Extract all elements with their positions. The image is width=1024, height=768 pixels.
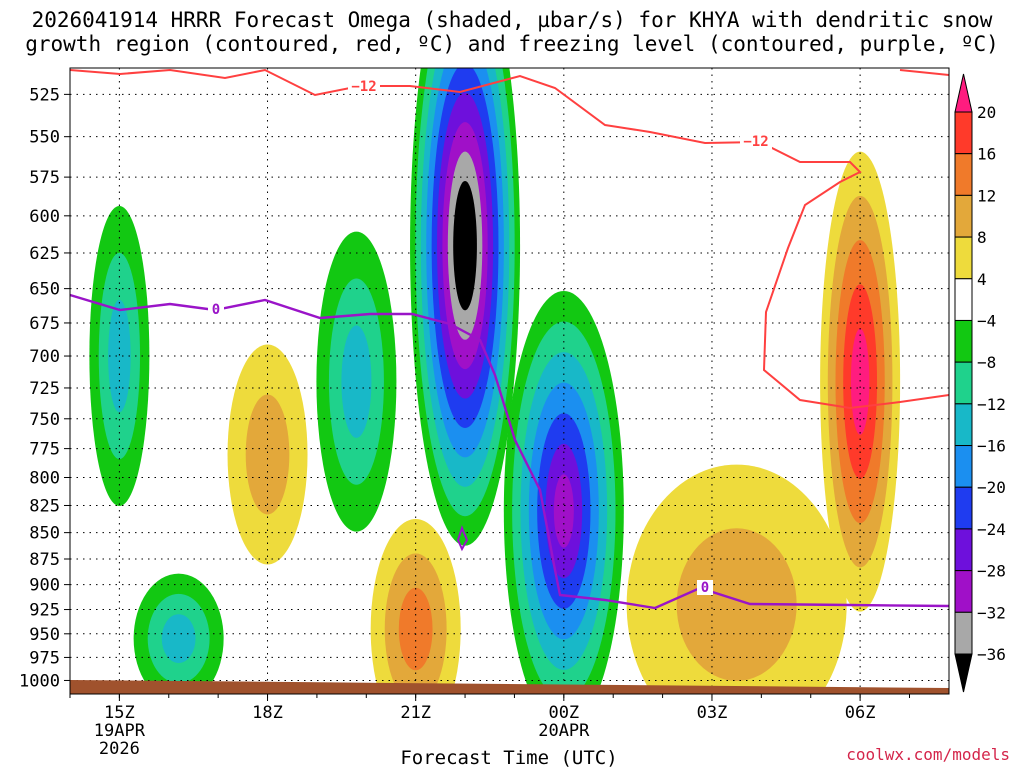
- x-tick-sublabel: 20APR: [538, 721, 590, 741]
- dgz-label-2: −12: [743, 134, 768, 150]
- y-tick-label: 800: [29, 468, 60, 488]
- x-tick-label: 18Z: [252, 703, 283, 723]
- credit-text: coolwx.com/models: [846, 745, 1010, 764]
- colorbar-segment: [954, 653, 973, 693]
- colorbar-segment: [954, 528, 973, 572]
- y-tick-label: 775: [29, 440, 60, 460]
- freezing-level-line: [70, 293, 949, 610]
- colorbar-label: 12: [977, 186, 996, 205]
- omega-region-4: [316, 231, 397, 532]
- x-tick-label: 21Z: [400, 703, 431, 723]
- y-tick-label: 925: [29, 601, 60, 621]
- colorbar-label: 8: [977, 228, 987, 247]
- colorbar-label: −12: [977, 395, 1006, 414]
- colorbar-segment: [954, 361, 973, 405]
- colorbar-label: 16: [977, 145, 996, 164]
- title-line-2: growth region (contoured, red, ºC) and f…: [25, 32, 999, 56]
- chart-title: 2026041914 HRRR Forecast Omega (shaded, …: [0, 8, 1024, 56]
- colorbar-segment: [954, 111, 973, 155]
- x-tick-label: 15Z: [104, 703, 135, 723]
- x-tick-label: 06Z: [845, 703, 876, 723]
- colorbar-label: −20: [977, 478, 1006, 497]
- colorbar-label: 20: [977, 103, 996, 122]
- y-tick-label: 600: [29, 207, 60, 227]
- colorbar-segment: [954, 194, 973, 238]
- omega-band: [108, 299, 131, 413]
- y-tick-label: 875: [29, 550, 60, 570]
- y-tick-label: 675: [29, 314, 60, 334]
- freezing-level-diamond: [456, 525, 469, 552]
- freezing-label-1: 0: [212, 302, 220, 318]
- grid-lines: [70, 68, 949, 694]
- omega-region-3: [227, 344, 308, 565]
- omega-region-5: [370, 519, 461, 694]
- plot-frame: [69, 67, 950, 695]
- colorbar-label: −32: [977, 603, 1006, 622]
- colorbar-segment: [954, 486, 973, 530]
- x-tick-sublabel: 2026: [99, 739, 140, 759]
- omega-region-2: [133, 573, 224, 694]
- y-tick-label: 625: [29, 244, 60, 264]
- dgz-contour-top: [899, 69, 949, 76]
- colorbar-segment: [954, 611, 973, 655]
- x-tick-label: 00Z: [548, 703, 579, 723]
- omega-band: [398, 587, 433, 671]
- y-tick-label: 550: [29, 128, 60, 148]
- title-line-1: 2026041914 HRRR Forecast Omega (shaded, …: [31, 8, 993, 32]
- y-tick-label: 750: [29, 410, 60, 430]
- colorbar-segment: [954, 403, 973, 447]
- dgz-contour-line: [70, 68, 949, 410]
- omega-region-6: [410, 68, 521, 546]
- omega-band: [676, 528, 797, 681]
- omega-band: [161, 614, 196, 663]
- freezing-label-2: 0: [701, 580, 709, 596]
- dgz-label-1: −12: [351, 79, 376, 95]
- plot-area: −12 −12 0 0: [70, 68, 949, 694]
- colorbar-label: −4: [977, 311, 996, 330]
- y-tick-label: 825: [29, 496, 60, 516]
- y-tick-label: 950: [29, 625, 60, 645]
- y-axis: 525 550 575 600 625 650 675 700 725 750 775 800 825 8…: [19, 85, 70, 691]
- y-tick-label: 1000: [19, 671, 60, 691]
- colorbar-label: 4: [977, 270, 987, 289]
- colorbar-label: −24: [977, 520, 1006, 539]
- colorbar-segment: [954, 73, 973, 113]
- colorbar-label: −8: [977, 353, 996, 372]
- x-tick-label: 03Z: [697, 703, 728, 723]
- contour-labels: −12 −12 0 0: [208, 78, 772, 596]
- y-tick-label: 850: [29, 524, 60, 544]
- colorbar-segment: [954, 236, 973, 280]
- x-tick-sublabel: 19APR: [94, 721, 146, 741]
- colorbar-label: −28: [977, 562, 1006, 581]
- y-tick-label: 975: [29, 648, 60, 668]
- y-tick-label: 725: [29, 379, 60, 399]
- colorbar-segment: [954, 570, 973, 613]
- colorbar-segment: [954, 278, 973, 321]
- x-axis-label: Forecast Time (UTC): [400, 747, 617, 768]
- colorbar: 20 16 12 8 4 −4 −8 −12 −16 −20 −24 −28 −32 −36: [954, 73, 1006, 693]
- colorbar-segment: [954, 153, 973, 196]
- colorbar-segment: [954, 445, 973, 488]
- omega-region-1: [89, 206, 150, 507]
- omega-band: [341, 325, 372, 438]
- y-tick-label: 700: [29, 347, 60, 367]
- omega-band: [850, 328, 870, 435]
- y-tick-label: 525: [29, 85, 60, 105]
- colorbar-label: −16: [977, 437, 1006, 456]
- omega-band: [458, 210, 472, 281]
- y-tick-label: 900: [29, 576, 60, 596]
- omega-region-8: [626, 464, 847, 694]
- colorbar-label: −36: [977, 645, 1006, 664]
- y-tick-label: 650: [29, 280, 60, 300]
- omega-band: [245, 394, 290, 515]
- colorbar-segment: [954, 319, 973, 363]
- ground-terrain: [70, 680, 949, 694]
- y-tick-label: 575: [29, 168, 60, 188]
